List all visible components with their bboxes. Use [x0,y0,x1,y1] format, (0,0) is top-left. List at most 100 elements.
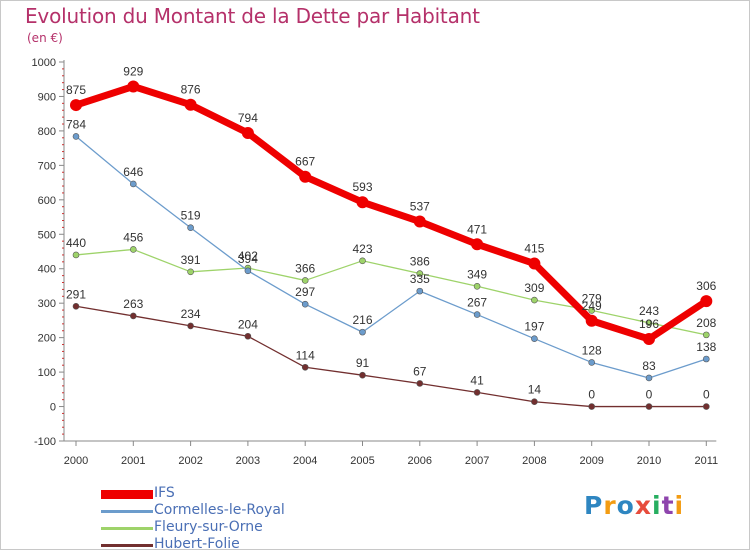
data-point-ifs [471,238,484,251]
data-label-cormelles-le-royal: 297 [295,285,315,299]
legend: IFS Cormelles-le-Royal Fleury-sur-Orne Hube… [101,485,361,550]
data-point-fleury-sur-orne [473,282,481,290]
data-point-cormelles-le-royal [588,359,596,366]
data-label-fleury-sur-orne: 309 [524,281,544,295]
data-point-cormelles-le-royal [702,355,710,363]
logo-letter: x [634,491,652,520]
data-label-hubert-folie: 0 [588,388,595,402]
data-point-cormelles-le-royal [416,287,424,295]
data-label-fleury-sur-orne: 386 [410,255,430,269]
data-point-hubert-folie [702,403,710,410]
y-tick-label: 0 [50,402,56,414]
legend-item: Cormelles-le-Royal [101,502,361,519]
y-tick-label: 1000 [32,57,56,69]
logo-letter: r [603,491,617,520]
data-point-hubert-folie [72,302,80,310]
axes: -100010020030040050060070080090010002000… [32,57,719,467]
data-label-ifs: 249 [582,299,602,313]
data-point-ifs [241,126,254,139]
data-point-cormelles-le-royal [244,267,252,275]
data-label-cormelles-le-royal: 216 [352,313,372,327]
data-label-fleury-sur-orne: 349 [467,267,487,281]
data-label-hubert-folie: 0 [646,388,653,402]
legend-label: Hubert-Folie [154,536,240,550]
data-label-fleury-sur-orne: 366 [295,261,315,275]
data-point-ifs [356,196,369,209]
data-point-hubert-folie [588,403,596,410]
legend-item: IFS [101,485,361,502]
x-tick-label: 2002 [178,455,202,467]
data-label-ifs: 593 [352,180,372,194]
data-label-fleury-sur-orne: 402 [238,249,258,263]
y-tick-label: 600 [38,195,56,207]
logo-letter: t [661,491,675,520]
data-point-hubert-folie [416,380,424,387]
data-point-ifs [585,314,598,327]
series-layer [70,80,713,410]
data-label-cormelles-le-royal: 519 [181,209,201,223]
legend-item: Hubert-Folie [101,536,361,550]
data-label-hubert-folie: 291 [66,287,86,301]
data-point-ifs [700,295,713,308]
chart-subtitle: (en €) [27,31,63,45]
data-label-fleury-sur-orne: 279 [582,291,602,305]
data-label-cormelles-le-royal: 394 [238,252,258,266]
x-tick-label: 2001 [121,455,145,467]
data-label-cormelles-le-royal: 83 [642,359,656,373]
data-label-cormelles-le-royal: 646 [123,165,143,179]
data-point-ifs [643,333,655,346]
data-label-cormelles-le-royal: 335 [410,272,430,286]
data-point-cormelles-le-royal [359,328,366,336]
legend-swatch [101,544,153,547]
data-label-ifs: 306 [696,279,716,293]
data-point-ifs [70,99,82,112]
legend-label: IFS [154,485,175,501]
data-point-ifs [184,98,197,111]
data-label-fleury-sur-orne: 243 [639,304,659,318]
data-label-hubert-folie: 67 [413,364,427,378]
data-point-hubert-folie [130,312,137,320]
x-tick-label: 2011 [694,455,718,467]
data-label-ifs: 875 [66,83,86,97]
data-label-fleury-sur-orne: 391 [181,253,201,267]
y-tick-label: 100 [38,367,56,379]
data-point-hubert-folie [301,363,309,371]
data-point-cormelles-le-royal [187,224,194,232]
data-label-cormelles-le-royal: 138 [696,340,716,354]
data-point-fleury-sur-orne [130,246,137,253]
data-label-hubert-folie: 91 [356,356,370,370]
data-label-ifs: 794 [238,111,258,125]
logo-letter: i [674,491,685,520]
logo-letter: P [584,491,604,520]
data-label-ifs: 929 [123,64,143,78]
data-label-ifs: 415 [524,242,544,256]
y-tick-label: 500 [38,229,56,241]
data-point-fleury-sur-orne [531,296,538,304]
x-tick-label: 2003 [236,455,260,467]
data-labels: 291 263 234 204 114 91 67 41 14 0 0 0 440 456 391 402 36… [66,64,717,401]
x-tick-label: 2008 [522,455,546,467]
legend-swatch [101,527,153,530]
data-point-fleury-sur-orne [72,251,80,259]
data-point-hubert-folie [244,332,252,340]
x-tick-label: 2005 [350,455,374,467]
data-point-ifs [413,215,426,228]
x-tick-label: 2007 [465,455,489,467]
data-point-fleury-sur-orne [645,319,653,327]
data-label-ifs: 876 [181,83,201,97]
y-tick-label: 800 [38,126,56,138]
data-label-hubert-folie: 234 [181,307,201,321]
data-point-hubert-folie [645,403,653,410]
legend-label: Fleury-sur-Orne [154,519,263,535]
legend-swatch [101,510,153,513]
chart-title: Evolution du Montant de la Dette par Hab… [25,4,480,28]
data-point-fleury-sur-orne [702,331,710,339]
data-label-cormelles-le-royal: 197 [524,320,544,334]
x-tick-label: 2006 [408,455,432,467]
data-point-fleury-sur-orne [359,257,366,265]
x-tick-label: 2004 [293,455,317,467]
data-point-cormelles-le-royal [301,300,309,308]
data-label-fleury-sur-orne: 456 [123,230,143,244]
data-label-fleury-sur-orne: 423 [352,242,372,256]
